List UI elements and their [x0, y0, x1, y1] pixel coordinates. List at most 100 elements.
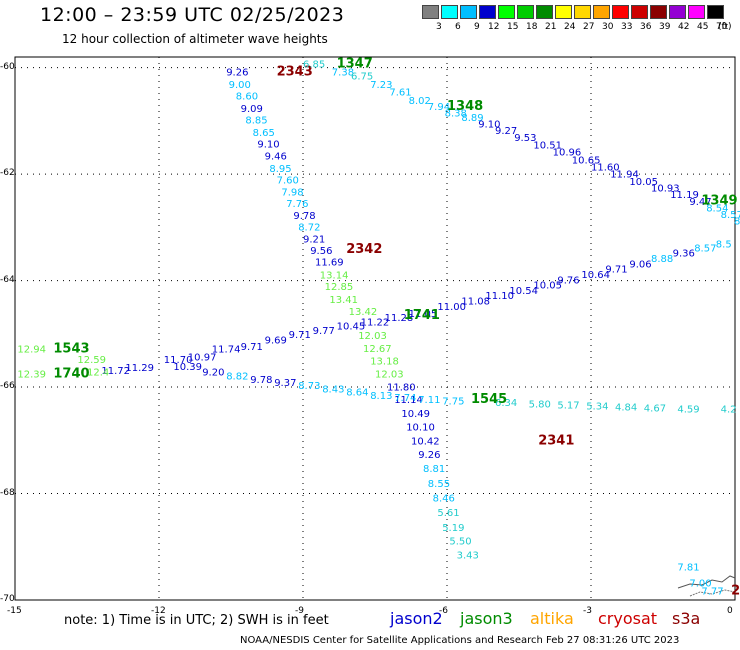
track-1741: 1741 — [404, 308, 440, 323]
wave-height-value: 10.39 — [173, 362, 202, 373]
wave-height-value: 9.36 — [673, 249, 695, 260]
legend-swatch — [650, 5, 667, 19]
wave-height-value: 8.88 — [651, 254, 673, 265]
wave-height-value: 6.85 — [303, 60, 325, 71]
satellite-tracks: 9.269.008.609.098.858.659.109.468.957.60… — [17, 57, 740, 599]
wave-height-value: 8.38 — [445, 109, 467, 120]
track-2342: 13.1412.8513.4113.4212.0312.6713.1812.03… — [320, 242, 435, 434]
legend-swatch — [479, 5, 496, 19]
legend-swatch — [669, 5, 686, 19]
longitude-label: -3 — [583, 606, 592, 616]
credit-line: NOAA/NESDIS Center for Satellite Applica… — [240, 635, 680, 646]
legend-label: 27 — [583, 22, 595, 32]
legend-label: 45 — [697, 22, 709, 32]
wave-height-value: 8.13 — [370, 391, 392, 402]
wave-height-value: 11.60 — [591, 162, 620, 173]
wave-height-value: 9.71 — [605, 265, 627, 276]
wave-height-value: 8.64 — [346, 388, 368, 399]
wave-height-value: 6.75 — [351, 71, 373, 82]
wave-height-value: 8.60 — [236, 92, 258, 103]
legend-unit: (ft) — [718, 22, 732, 32]
wave-height-value: 7.61 — [389, 87, 411, 98]
legend-swatch — [422, 5, 439, 19]
legend-swatch — [612, 5, 629, 19]
legend-swatch — [631, 5, 648, 19]
wave-height-value: 10.49 — [401, 409, 430, 420]
wave-height-value: 5.50 — [449, 537, 471, 548]
legend-label: 3 — [436, 22, 442, 32]
coastline-icon — [689, 589, 736, 597]
wave-height-value: 7.94 — [428, 102, 450, 113]
legend-label: 9 — [474, 22, 480, 32]
graticule — [15, 57, 735, 600]
wave-height-value: 9.00 — [229, 80, 251, 91]
wave-height-value: 10.45 — [337, 322, 366, 333]
latitude-label: -60 — [0, 61, 15, 72]
wave-height-value: 11.94 — [610, 169, 639, 180]
wave-height-value: 9.10 — [478, 119, 500, 130]
wave-height-value: 10.05 — [629, 177, 658, 188]
wave-height-value: 8.72 — [298, 223, 320, 234]
longitude-label: 0 — [727, 606, 733, 616]
wave-height-value: 7.74 — [394, 393, 416, 404]
pass-time-label: 1348 — [447, 99, 483, 114]
legend-swatch — [707, 5, 724, 19]
wave-height-value: 12.67 — [363, 344, 392, 355]
wave-height-value: 7.60 — [277, 176, 299, 187]
legend-label: 36 — [640, 22, 652, 32]
wave-height-value: 4.59 — [677, 405, 699, 416]
longitude-label: -12 — [151, 606, 166, 616]
wave-height-value: 7.76 — [286, 199, 308, 210]
wave-height-value: 9.56 — [310, 246, 332, 257]
wave-height-value: 12.39 — [17, 369, 46, 380]
wave-height-value: 8.82 — [226, 372, 248, 383]
pass-time-label: 1347 — [337, 57, 373, 72]
wave-height-value: 9.26 — [418, 450, 440, 461]
legend-label: 39 — [659, 22, 671, 32]
wave-height-value: 7.11 — [418, 395, 440, 406]
wave-height-value: 8.43 — [322, 384, 344, 395]
wave-height-value: 9.78 — [293, 211, 315, 222]
wave-height-value: 9.26 — [226, 68, 248, 79]
track-2: 7.81 7.007.77 2 — [677, 563, 740, 599]
pass-time-label: 2 — [731, 584, 740, 599]
satellite-s3a: s3a — [672, 609, 701, 628]
wave-height-value: 9.71 — [289, 330, 311, 341]
legend-swatch — [536, 5, 553, 19]
legend-label: 33 — [621, 22, 633, 32]
track-2343: 9.269.008.609.098.858.659.109.468.957.60… — [226, 65, 343, 269]
legend-swatch — [498, 5, 515, 19]
track-1545: 1545 — [471, 392, 507, 407]
wave-height-value: 7.23 — [370, 80, 392, 91]
wave-height-value: 10.10 — [406, 423, 435, 434]
map-title: 12:00 – 23:59 UTC 02/25/2023 — [40, 4, 345, 26]
wave-height-value: 9.37 — [274, 378, 296, 389]
wave-height-value: 7.81 — [677, 563, 699, 574]
legend-label: 70 — [716, 22, 728, 32]
wave-height-value: 11.00 — [437, 302, 466, 313]
wave-height-value: 13.18 — [370, 357, 399, 368]
wave-height-value: 7.75 — [442, 397, 464, 408]
wave-height-value: 11.05 — [409, 309, 438, 320]
wave-height-value: 9.09 — [241, 104, 263, 115]
wave-height-value: 8.95 — [269, 164, 291, 175]
wave-height-value: 5.61 — [437, 508, 459, 519]
wave-height-value: 11.28 — [385, 313, 414, 324]
wave-height-value: 9.10 — [257, 140, 279, 151]
wave-height-value: 4.2 — [721, 405, 737, 416]
latitude-label: -62 — [0, 168, 15, 179]
wave-height-value: 9.06 — [629, 259, 651, 270]
wave-height-value: 10.54 — [509, 286, 538, 297]
track-1740: 12.39 12.4 10.39 9.20 8.82 9.78 9.37 8.73 8.43 8.… — [17, 362, 736, 416]
longitude-label: -9 — [295, 606, 304, 616]
satellite-jason2: jason2 — [390, 609, 443, 628]
legend-label: 6 — [455, 22, 461, 32]
wave-height-value: 3.43 — [457, 550, 479, 561]
legend-swatch — [688, 5, 705, 19]
latitude-label: -70 — [0, 594, 15, 604]
wave-height-value: 8.65 — [253, 128, 275, 139]
wave-height-value: 4.84 — [615, 402, 637, 413]
pass-time-label: 2343 — [277, 65, 313, 80]
legend-swatch — [593, 5, 610, 19]
